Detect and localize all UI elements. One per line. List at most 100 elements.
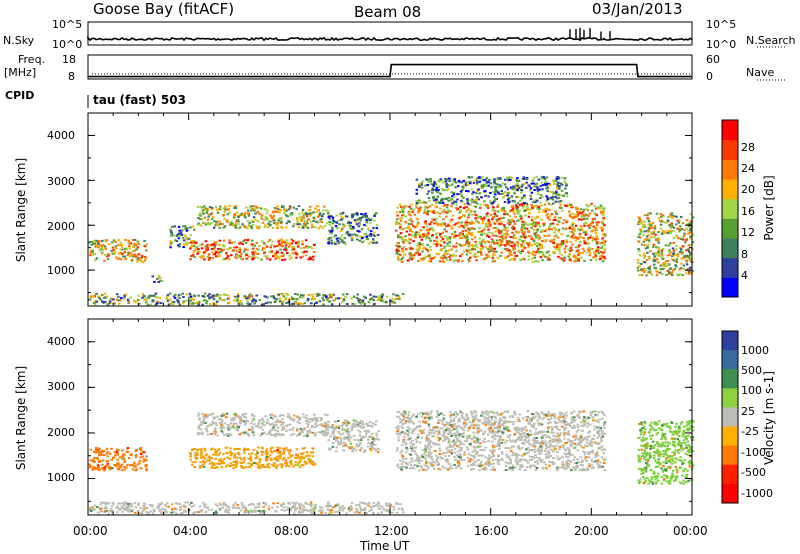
power-cell [417, 207, 421, 210]
velocity-cell [345, 419, 349, 422]
power-cell [229, 222, 232, 225]
power-cb-tick: 4 [741, 269, 748, 282]
power-cell [307, 218, 310, 221]
power-cell [255, 241, 258, 244]
power-cell [262, 247, 265, 250]
velocity-cell [199, 432, 203, 435]
velocity-cell [488, 457, 492, 460]
power-cell [576, 211, 579, 213]
power-cell [115, 256, 118, 259]
power-cell [542, 176, 546, 179]
velocity-cell [363, 429, 367, 432]
power-cell [680, 252, 683, 255]
velocity-cell [193, 466, 197, 468]
power-cell [653, 255, 657, 258]
velocity-cell [490, 456, 493, 459]
velocity-cell [236, 428, 239, 431]
power-cell [513, 244, 516, 247]
velocity-cell [302, 452, 305, 455]
power-cell [599, 204, 603, 207]
power-cell [98, 249, 102, 252]
power-cell [519, 252, 523, 255]
power-cell [483, 185, 487, 188]
velocity-cell [225, 412, 229, 415]
power-cell [247, 225, 250, 228]
power-cell [375, 241, 379, 244]
velocity-cell [373, 439, 376, 442]
power-cell [510, 245, 513, 247]
velocity-cell [274, 458, 277, 461]
power-cell [143, 259, 147, 262]
velocity-cell [215, 450, 219, 453]
power-cell [456, 234, 460, 237]
power-cell [516, 241, 519, 244]
power-cell [503, 201, 507, 203]
power-cell [646, 259, 649, 261]
power-cell [532, 239, 536, 242]
power-cell [347, 220, 350, 223]
power-cell [512, 185, 515, 188]
velocity-cell [231, 464, 234, 466]
velocity-cell [342, 444, 345, 447]
power-cell [128, 255, 132, 258]
velocity-cell [331, 424, 334, 427]
velocity-cell [238, 433, 241, 436]
velocity-cell [212, 417, 216, 420]
power-cell [463, 214, 466, 217]
power-cell [573, 228, 576, 231]
power-cell [280, 227, 284, 230]
power-cell [671, 255, 674, 258]
power-cell [94, 245, 98, 248]
power-cell [268, 250, 271, 253]
power-cell [489, 192, 492, 194]
power-cell [173, 225, 177, 228]
power-cell [432, 257, 435, 260]
power-cell [398, 236, 402, 239]
power-cell [483, 227, 486, 230]
velocity-cell [203, 449, 207, 452]
power-cell [123, 248, 127, 251]
power-cell [680, 228, 684, 230]
power-cell [494, 226, 497, 229]
power-cell [112, 249, 115, 252]
velocity-cell [115, 451, 119, 453]
power-cell [569, 259, 572, 262]
velocity-cell [280, 420, 284, 423]
power-cell [311, 295, 315, 298]
power-cell [254, 208, 257, 211]
power-cell [504, 178, 508, 181]
power-cell [568, 215, 572, 217]
power-cell [468, 232, 472, 235]
power-cell [688, 253, 692, 256]
power-cell [545, 176, 549, 179]
velocity-cell [337, 441, 340, 444]
power-cell [130, 259, 134, 262]
power-cell [256, 227, 259, 229]
power-cell [659, 223, 663, 226]
power-cell [456, 207, 459, 210]
power-cell [242, 214, 245, 217]
power-cell [533, 232, 536, 235]
power-cell [142, 295, 145, 298]
power-cell [599, 227, 602, 230]
power-cell [420, 186, 424, 189]
velocity-cell [126, 464, 129, 467]
power-cell [263, 207, 267, 210]
velocity-cell [377, 430, 380, 433]
power-cell [469, 233, 473, 236]
power-cell [574, 236, 578, 239]
power-cell [191, 254, 194, 257]
power-cell [208, 223, 211, 226]
velocity-cell [362, 426, 366, 428]
power-cell [689, 227, 692, 230]
power-cell [172, 295, 176, 298]
power-cell [432, 195, 435, 198]
velocity-cell [285, 425, 288, 427]
power-cell [486, 194, 489, 197]
velocity-cell [260, 453, 264, 456]
power-cell [327, 212, 330, 215]
power-cell [502, 192, 505, 195]
power-cell [263, 226, 266, 229]
velocity-cell [294, 453, 298, 456]
power-cell [111, 241, 114, 244]
